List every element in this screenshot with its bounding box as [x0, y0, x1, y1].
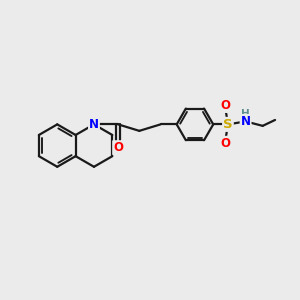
Text: N: N	[241, 115, 250, 128]
Text: H: H	[241, 109, 250, 119]
Text: S: S	[223, 118, 233, 131]
Text: O: O	[220, 137, 231, 150]
Text: O: O	[220, 99, 231, 112]
Text: N: N	[89, 118, 99, 131]
Text: O: O	[113, 141, 123, 154]
